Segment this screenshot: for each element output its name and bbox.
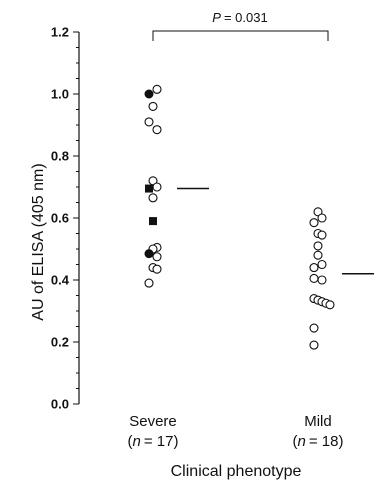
data-point-open-circle [309, 340, 319, 350]
data-point-open-circle [309, 218, 319, 228]
y-tick-label: 0.6 [51, 211, 69, 226]
data-point-open-circle [152, 84, 162, 94]
y-axis: 0.0 0.2 0.4 0.6 0.8 1.0 1.2 [51, 25, 80, 412]
data-point-filled-square [149, 217, 157, 226]
y-tick-label: 1.0 [51, 87, 69, 102]
y-tick-label: 1.2 [51, 25, 69, 40]
data-points [144, 84, 335, 350]
n-value-mild: = 18 [309, 433, 339, 450]
y-tick-label: 0.2 [51, 335, 69, 350]
n-symbol-mild: n [298, 433, 306, 450]
data-point-open-circle [148, 193, 158, 203]
category-n-mild: (n = 18) [293, 433, 344, 450]
data-point-open-circle [317, 230, 327, 240]
data-point-open-circle [317, 213, 327, 223]
mean-lines [177, 187, 374, 275]
n-value-severe: = 17 [144, 433, 174, 450]
data-point-open-circle [148, 101, 158, 111]
data-point-open-circle [144, 117, 154, 127]
data-point-open-circle [309, 273, 319, 284]
p-symbol: P [212, 10, 221, 25]
data-point-open-circle [313, 250, 323, 260]
data-point-open-circle [317, 275, 327, 285]
y-axis-title: AU of ELISA (405 nm) [30, 163, 47, 320]
y-tick-label: 0.4 [51, 273, 70, 288]
p-value: = 0.031 [224, 10, 268, 25]
data-point-open-circle [152, 182, 162, 192]
category-n-severe: (n = 17) [128, 433, 179, 450]
data-point-filled-circle [144, 249, 154, 259]
n-symbol-severe: n [133, 433, 141, 450]
data-point-open-circle [313, 207, 323, 217]
data-point-open-circle [309, 263, 319, 273]
data-point-open-circle [317, 259, 327, 270]
category-label-severe: Severe [129, 413, 177, 430]
y-tick-label: 0.8 [51, 149, 69, 164]
data-point-open-circle [313, 241, 323, 251]
data-point-open-circle [309, 323, 319, 333]
y-tick-label: 0.0 [51, 397, 69, 412]
significance-label: P = 0.031 [212, 10, 267, 25]
data-point-open-circle [152, 252, 162, 262]
data-point-filled-square [145, 184, 153, 193]
significance-bracket [152, 30, 329, 41]
category-label-mild: Mild [304, 413, 332, 430]
data-point-open-circle [325, 300, 335, 310]
bracket-line [152, 30, 329, 41]
data-point-filled-circle [144, 89, 154, 99]
data-point-open-circle [152, 125, 162, 135]
data-point-open-circle [144, 278, 154, 288]
data-point-open-circle [152, 264, 162, 274]
x-axis-title: Clinical phenotype [171, 463, 302, 480]
